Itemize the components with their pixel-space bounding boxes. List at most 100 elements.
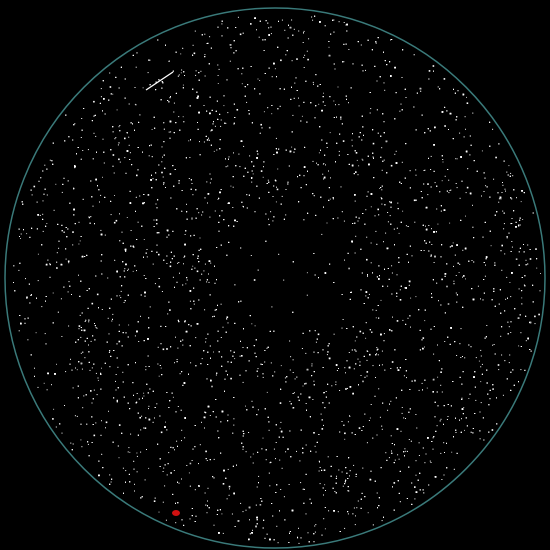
star (301, 348, 303, 349)
star (101, 309, 103, 310)
star (321, 428, 324, 430)
star (314, 525, 316, 527)
star (501, 354, 503, 356)
star (143, 395, 145, 397)
star (303, 67, 305, 68)
star (398, 458, 400, 460)
star (68, 325, 70, 327)
star (516, 197, 517, 199)
star (450, 189, 452, 191)
star (480, 381, 482, 383)
star (336, 370, 338, 371)
star (540, 273, 541, 274)
star (108, 352, 110, 353)
star (216, 149, 218, 151)
star (428, 70, 431, 72)
star (338, 469, 340, 471)
star (178, 74, 180, 76)
star (209, 216, 211, 218)
star (381, 203, 383, 205)
star (458, 272, 460, 273)
star (440, 418, 442, 420)
star (318, 470, 320, 472)
star (341, 471, 343, 473)
star (279, 402, 282, 404)
star (311, 365, 313, 367)
star (415, 414, 417, 415)
star (285, 54, 287, 56)
star (217, 83, 219, 84)
star (225, 122, 227, 124)
star (120, 290, 122, 292)
star (356, 159, 358, 161)
star (166, 474, 168, 476)
star (459, 197, 461, 199)
star (81, 118, 83, 119)
star (400, 430, 402, 432)
star (20, 233, 22, 235)
star (257, 409, 259, 411)
star (416, 427, 418, 429)
star (95, 422, 97, 424)
star (240, 502, 242, 504)
star (383, 333, 385, 335)
star (127, 268, 129, 270)
star (440, 384, 442, 386)
star (227, 112, 229, 114)
star (400, 103, 402, 105)
star-field (13, 15, 541, 544)
star (399, 110, 401, 112)
star (477, 285, 479, 287)
star (335, 381, 337, 383)
star (52, 418, 54, 420)
star (60, 298, 62, 300)
star (95, 372, 97, 374)
star (206, 139, 209, 141)
star (67, 291, 69, 293)
star (455, 158, 456, 160)
star (138, 341, 140, 342)
star (211, 385, 213, 388)
star (321, 233, 323, 235)
star (504, 188, 506, 190)
star (176, 359, 178, 360)
star (158, 511, 160, 513)
star (87, 149, 89, 151)
star (401, 77, 403, 78)
star (359, 361, 361, 363)
star (146, 256, 148, 258)
star (118, 158, 120, 161)
star (539, 290, 541, 292)
star (148, 467, 150, 469)
star (347, 421, 349, 423)
star (113, 172, 115, 174)
star (205, 450, 207, 453)
star (468, 398, 470, 399)
star (415, 474, 417, 476)
star (376, 80, 378, 82)
star (100, 229, 102, 231)
star (354, 524, 356, 526)
star (375, 42, 377, 44)
star (314, 445, 316, 447)
star (358, 427, 361, 429)
star (372, 365, 374, 367)
star (503, 228, 505, 230)
star (361, 158, 363, 160)
star (160, 431, 163, 434)
star (189, 462, 192, 465)
star (465, 192, 467, 194)
star (378, 388, 380, 390)
star (139, 416, 141, 419)
star (93, 389, 95, 391)
star (515, 258, 518, 260)
star (337, 217, 339, 219)
star (381, 147, 383, 149)
star (203, 141, 205, 143)
star (144, 479, 146, 481)
star (377, 208, 379, 211)
star (293, 28, 295, 30)
star (198, 212, 200, 214)
star (459, 132, 461, 134)
star (70, 442, 72, 444)
